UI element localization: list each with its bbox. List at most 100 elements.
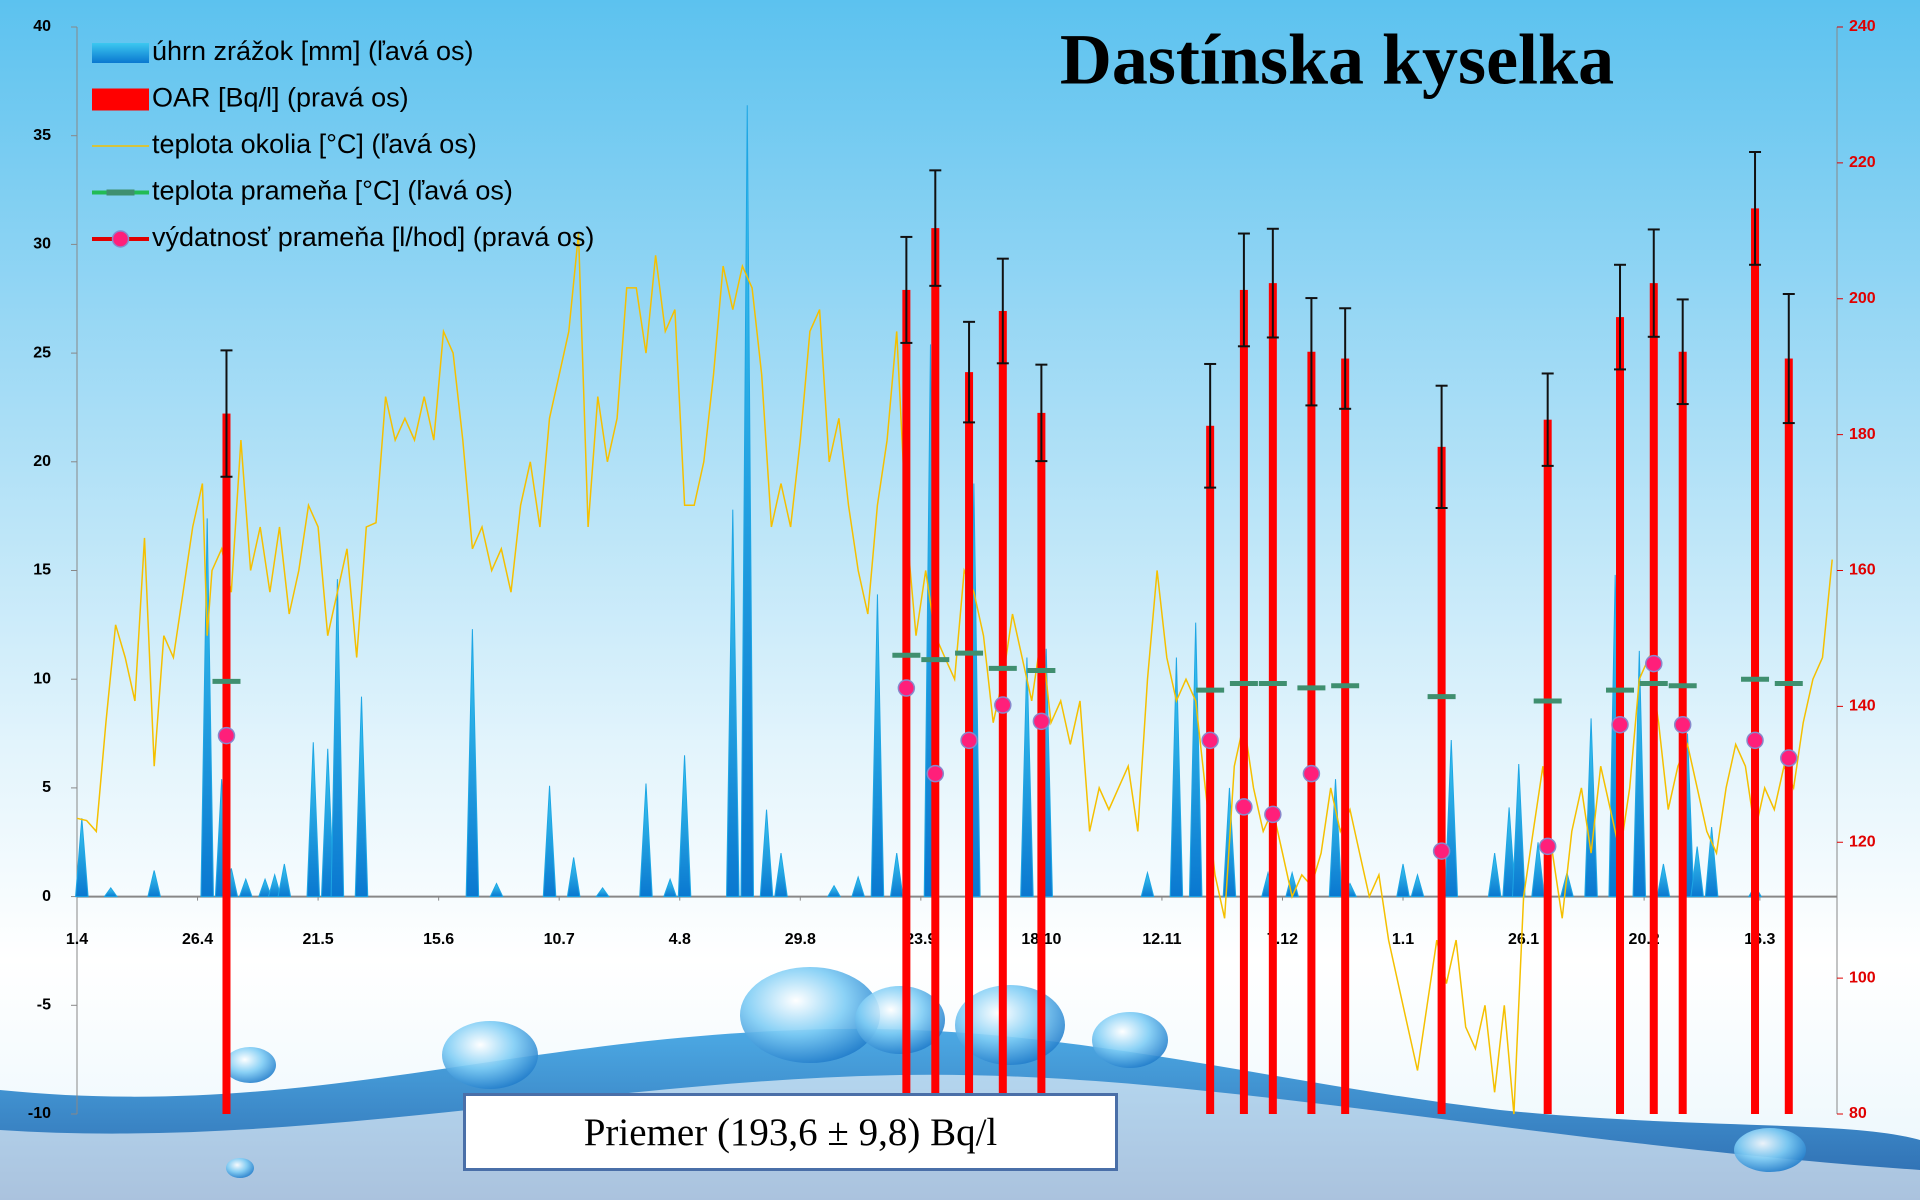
bar	[902, 290, 910, 1114]
x-tick-label: 26.1	[1508, 931, 1539, 948]
rain-spike	[1411, 875, 1424, 897]
yield-point	[1612, 717, 1628, 733]
y-tick-label: 0	[42, 888, 51, 905]
rain-spike	[664, 879, 677, 896]
x-tick-label: 21.5	[303, 931, 334, 948]
rain-spike	[466, 629, 479, 896]
chart-title: Dastínska kyselka	[1060, 20, 1614, 100]
rain-spike	[1705, 827, 1718, 897]
y2-tick-label: 100	[1849, 969, 1876, 986]
rain-spike	[331, 579, 344, 896]
x-tick-label: 29.8	[785, 931, 816, 948]
y-tick-label: -10	[28, 1105, 51, 1122]
bar	[1240, 290, 1248, 1114]
y2-tick-label: 180	[1849, 426, 1876, 443]
y-tick-label: 35	[33, 127, 51, 144]
y2-tick-label: 140	[1849, 698, 1876, 715]
bar	[1785, 359, 1793, 1114]
y2-tick-label: 240	[1849, 18, 1876, 35]
rain-spike	[1657, 864, 1670, 897]
y-tick-label: 10	[33, 670, 51, 687]
x-tick-label: 1.1	[1392, 931, 1414, 948]
rain-spike	[1189, 623, 1202, 897]
rain-spike	[543, 786, 556, 897]
rain-spike	[567, 857, 580, 896]
rain-spike	[741, 105, 754, 896]
x-tick-label: 16.3	[1744, 931, 1775, 948]
y-tick-label: 20	[33, 453, 51, 470]
rain-spike	[307, 742, 320, 896]
rain-spike	[1021, 657, 1034, 896]
page: Dastínska kyselka -10-505101520253035408…	[0, 0, 1920, 1200]
rain-spike	[1397, 864, 1410, 897]
rain-spike	[278, 864, 291, 897]
rain-spike	[640, 784, 653, 897]
y2-tick-label: 160	[1849, 562, 1876, 579]
yield-point	[1236, 799, 1252, 815]
legend-label: teplota okolia [°C] (ľavá os)	[152, 129, 477, 159]
temperature-line	[77, 234, 1832, 1115]
legend-label: výdatnosť prameňa [l/hod] (pravá os)	[152, 222, 594, 252]
x-tick-label: 1.4	[66, 931, 88, 948]
rain-spike	[1329, 779, 1342, 896]
rain-spike	[775, 853, 788, 896]
bar	[1206, 426, 1214, 1114]
yield-point	[1434, 843, 1450, 859]
bar	[931, 228, 939, 1114]
rain-spike	[104, 888, 117, 897]
rain-spike	[871, 594, 884, 896]
bar	[1307, 352, 1315, 1114]
legend-label: teplota prameňa [°C] (ľavá os)	[152, 176, 513, 206]
yield-point	[995, 697, 1011, 713]
legend-label: úhrn zrážok [mm] (ľavá os)	[152, 36, 473, 66]
chart: Dastínska kyselka -10-505101520253035408…	[0, 0, 1920, 1200]
y2-tick-label: 200	[1849, 290, 1876, 307]
yield-point	[961, 732, 977, 748]
x-tick-label: 4.8	[669, 931, 691, 948]
yield-point	[1675, 717, 1691, 733]
yield-point	[1265, 806, 1281, 822]
yield-point	[1303, 766, 1319, 782]
legend-icon	[113, 231, 129, 247]
bar	[1037, 413, 1045, 1114]
y-tick-label: 15	[33, 562, 51, 579]
yield-point	[1646, 656, 1662, 672]
annotation: Priemer (193,6 ± 9,8) Bq/l	[463, 1093, 1118, 1171]
rain-spike	[1141, 873, 1154, 897]
bar	[1650, 283, 1658, 1114]
rain-spike	[760, 810, 773, 897]
y2-tick-label: 120	[1849, 833, 1876, 850]
bar	[1751, 208, 1759, 1114]
yield-point	[898, 680, 914, 696]
rain-spike	[852, 877, 865, 897]
x-tick-label: 15.6	[423, 931, 454, 948]
rain-spike	[239, 879, 252, 896]
rain-spike	[1445, 740, 1458, 897]
rain-spike	[1488, 853, 1501, 896]
rain-spike	[828, 886, 841, 897]
y-tick-label: 5	[42, 779, 51, 796]
legend-icon	[92, 43, 149, 63]
bar	[222, 414, 230, 1114]
yield-point	[1540, 838, 1556, 854]
bar	[1616, 317, 1624, 1114]
yield-point	[1033, 713, 1049, 729]
rain-spike	[890, 853, 903, 896]
y-tick-label: 25	[33, 344, 51, 361]
yield-point	[927, 766, 943, 782]
x-tick-label: 10.7	[544, 931, 575, 948]
bar	[1341, 359, 1349, 1114]
y-tick-label: 30	[33, 236, 51, 253]
rain-spike	[1633, 651, 1646, 897]
bar	[1438, 447, 1446, 1114]
y-tick-label: 40	[33, 18, 51, 35]
rain-spike	[596, 888, 609, 897]
bar	[1269, 283, 1277, 1114]
yield-point	[1747, 732, 1763, 748]
rain-spike	[490, 884, 503, 897]
y2-tick-label: 80	[1849, 1105, 1867, 1122]
legend-label: OAR [Bq/l] (pravá os)	[152, 83, 409, 113]
yield-point	[1781, 750, 1797, 766]
rain-spike	[1170, 657, 1183, 896]
legend-icon	[92, 89, 149, 111]
